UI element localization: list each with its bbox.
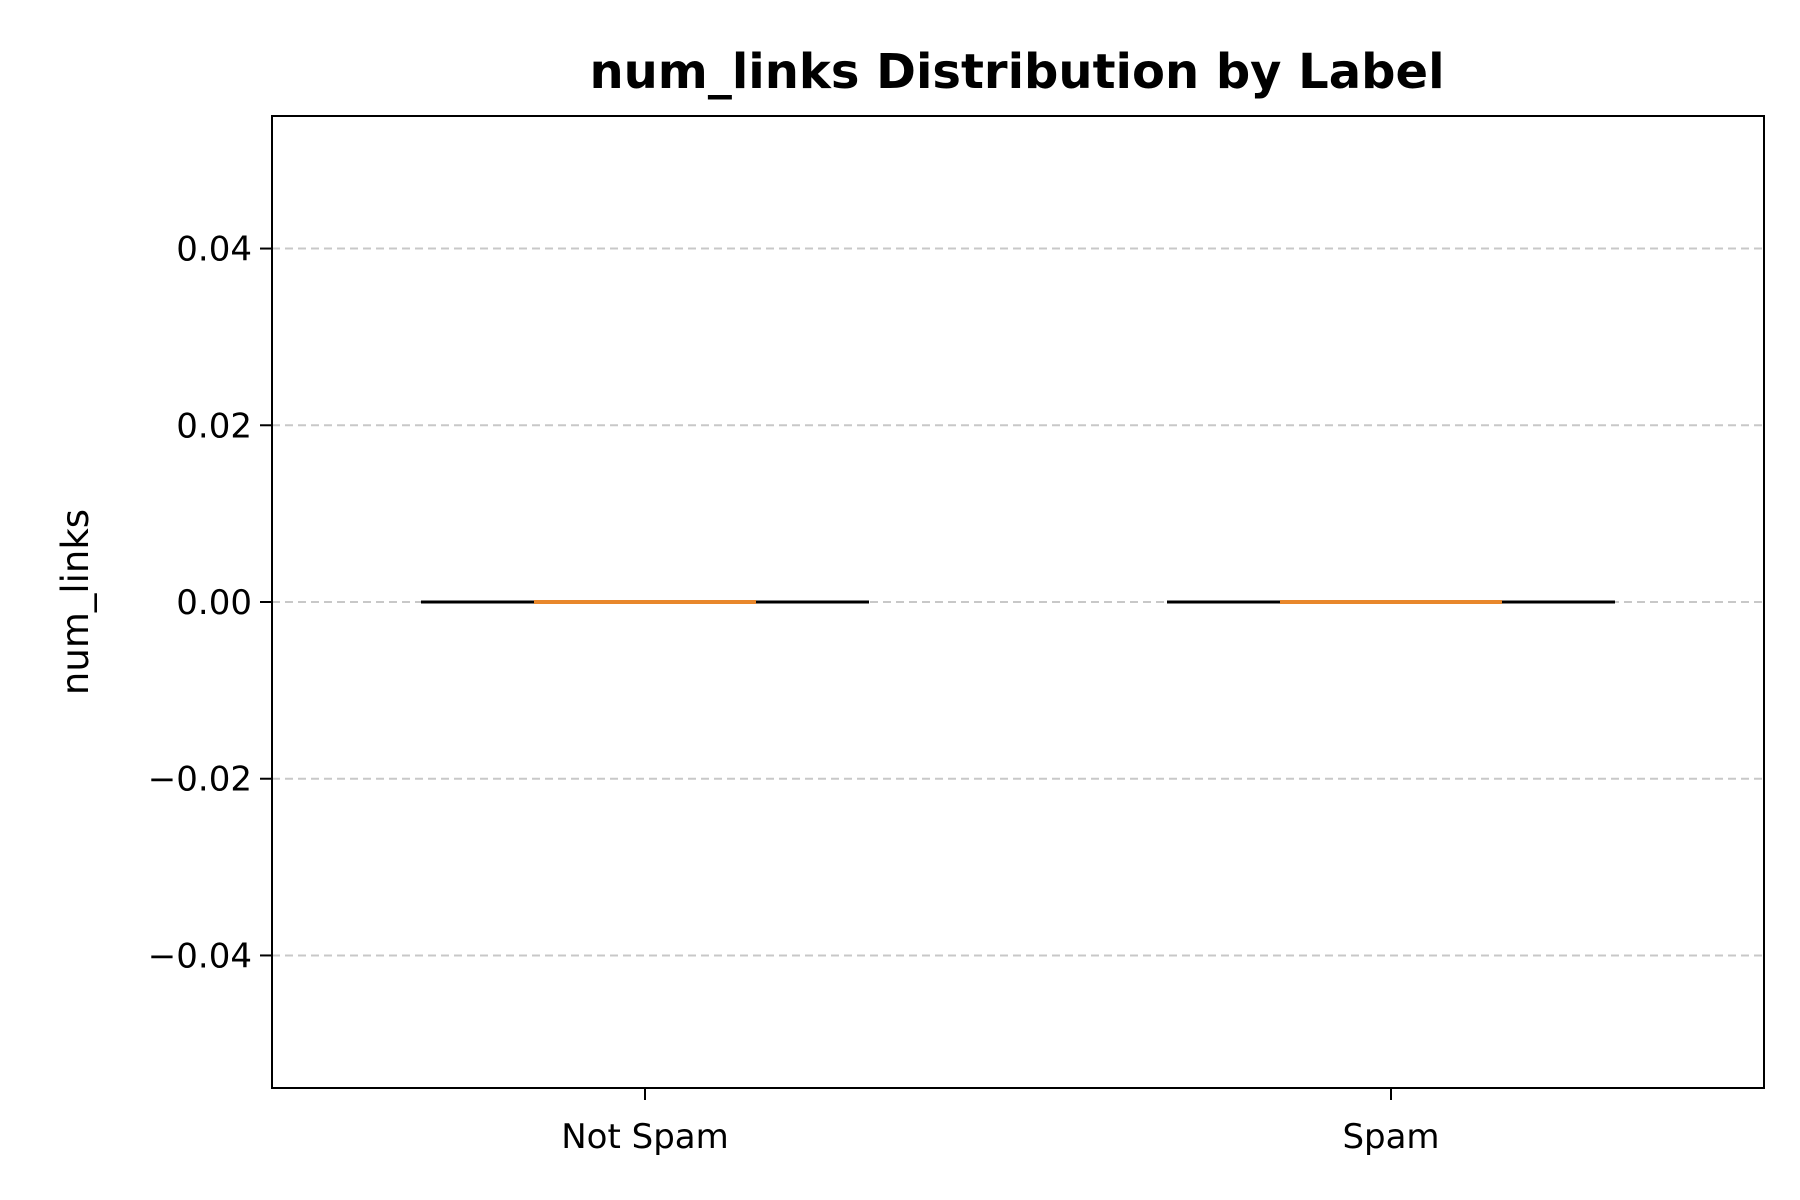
y-tick-label: 0.00: [176, 583, 252, 623]
y-axis-label: num_links: [54, 509, 97, 695]
x-tick-label: Spam: [1342, 1117, 1439, 1157]
y-tick-label: 0.02: [176, 406, 252, 446]
y-tick-label: 0.04: [176, 230, 252, 270]
x-tick-label: Not Spam: [561, 1117, 729, 1157]
y-tick-label: −0.04: [148, 936, 252, 976]
chart-title: num_links Distribution by Label: [589, 44, 1444, 100]
y-axis: −0.04 −0.02 0.00 0.02 0.04: [148, 230, 272, 976]
x-axis: Not Spam Spam: [561, 1088, 1440, 1157]
y-tick-label: −0.02: [148, 760, 252, 800]
